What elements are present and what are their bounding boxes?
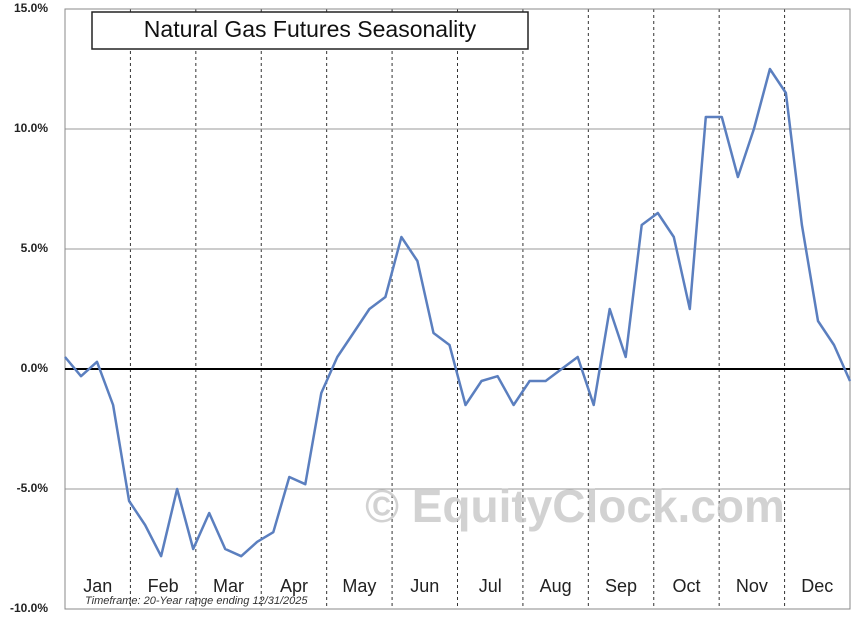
y-tick-label: 5.0%	[21, 241, 49, 255]
series-line	[64, 67, 852, 558]
x-tick-label: May	[342, 576, 376, 596]
y-tick-label: -5.0%	[17, 481, 49, 495]
y-tick-label: -10.0%	[10, 601, 48, 615]
x-tick-label: Jan	[83, 576, 112, 596]
watermark: © EquityClock.com	[365, 480, 785, 532]
y-tick-label: 10.0%	[14, 121, 48, 135]
plot-frame	[64, 8, 851, 610]
x-tick-label: Aug	[540, 576, 572, 596]
chart-title: Natural Gas Futures Seasonality	[144, 16, 477, 42]
x-tick-label: Jul	[479, 576, 502, 596]
x-tick-label: Dec	[801, 576, 833, 596]
x-tick-label: Oct	[672, 576, 700, 596]
y-tick-label: 0.0%	[21, 361, 49, 375]
x-tick-label: Sep	[605, 576, 637, 596]
x-tick-label: Feb	[148, 576, 179, 596]
x-tick-label: Mar	[213, 576, 244, 596]
x-tick-label: Apr	[280, 576, 308, 596]
title-box	[91, 11, 529, 50]
x-tick-label: Jun	[410, 576, 439, 596]
y-tick-label: 15.0%	[14, 1, 48, 15]
x-tick-label: Nov	[736, 576, 768, 596]
footnote: Timeframe: 20-Year range ending 12/31/20…	[85, 595, 308, 607]
